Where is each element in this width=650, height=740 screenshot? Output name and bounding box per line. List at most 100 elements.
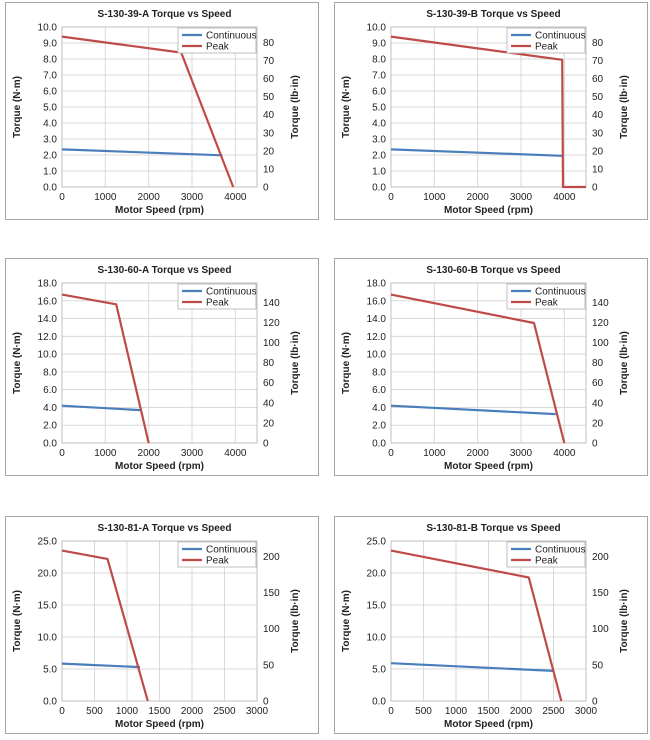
y2-tick-label: 0 [592,697,598,708]
legend-box [506,283,586,310]
y2-axis-label: Torque (lb·in) [619,75,630,139]
chart-panel-s-130-81-a: S-130-81-A Torque vs Speed 0.0 5.0 10.0 15.0… [5,516,319,734]
x-tick-label: 2000 [467,192,490,203]
y-tick-label: 6.0 [372,385,386,396]
chart-title: S-130-60-B Torque vs Speed [426,265,560,276]
chart-title: S-130-39-B Torque vs Speed [426,9,560,20]
y-tick-label: 25.0 [367,537,387,548]
y2-tick-label: 60 [592,378,604,389]
y2-tick-label: 80 [592,38,604,49]
y-tick-label: 4.0 [43,403,57,414]
series-line-peak [390,293,566,444]
y-axis-label: Torque (N·m) [12,590,23,652]
x-tick-label: 2000 [181,706,204,717]
x-tick-label: 4000 [224,192,247,203]
y-tick-label: 4.0 [372,119,386,130]
legend-box [177,541,257,568]
y-tick-label: 15.0 [367,601,387,612]
y-tick-label: 14.0 [367,314,387,325]
chart-svg: S-130-39-B Torque vs Speed 0.0 1.0 2.0 3.0 4.… [341,9,630,216]
x-tick-label: 3000 [510,192,533,203]
chart-panel-s-130-39-a: S-130-39-A Torque vs Speed 0.0 1.0 2.0 3.0 4.… [5,2,319,220]
series-line-peak [390,549,563,702]
chart-panel-s-130-60-b: S-130-60-B Torque vs Speed 0.0 2.0 4.0 6.0 8.… [334,258,648,476]
x-tick-label: 2000 [138,448,161,459]
y2-tick-label: 70 [263,56,275,67]
chart-svg: S-130-81-A Torque vs Speed 0.0 5.0 10.0 15.0… [12,523,301,730]
x-tick-label: 1000 [423,192,446,203]
plot-area [61,282,258,444]
y-tick-label: 12.0 [367,332,387,343]
x-tick-label: 1000 [94,448,117,459]
series-line-continuous [390,148,563,157]
plot-area [390,282,587,444]
y2-tick-label: 0 [592,439,598,450]
y-tick-label: 7.0 [43,71,57,82]
y2-tick-label: 80 [263,358,275,369]
chart-title: S-130-81-B Torque vs Speed [426,523,560,534]
y2-axis-label: Torque (lb·in) [619,589,630,653]
y-tick-label: 16.0 [367,296,387,307]
y2-tick-label: 120 [263,318,280,329]
x-axis-label: Motor Speed (rpm) [444,719,533,730]
y-tick-label: 0.0 [43,183,57,194]
y-tick-label: 1.0 [43,167,57,178]
legend-box [177,283,257,310]
y-tick-label: 4.0 [43,119,57,130]
y2-axis-label: Torque (lb·in) [290,75,301,139]
y-tick-label: 0.0 [372,439,386,450]
y-tick-label: 6.0 [372,87,386,98]
plot-area [61,540,258,702]
y-tick-label: 1.0 [372,167,386,178]
legend-label-peak: Peak [206,298,230,309]
chart-svg: S-130-60-A Torque vs Speed 0.0 2.0 4.0 6.0 8.… [12,265,301,472]
x-tick-label: 3000 [181,448,204,459]
y-tick-label: 8.0 [43,55,57,66]
x-axis-label: Motor Speed (rpm) [115,461,204,472]
y-tick-label: 10.0 [38,633,58,644]
legend-label-peak: Peak [535,42,559,53]
y-tick-label: 10.0 [367,23,387,34]
chart-svg: S-130-60-B Torque vs Speed 0.0 2.0 4.0 6.0 8.… [341,265,630,472]
y2-tick-label: 0 [263,183,269,194]
y2-tick-label: 0 [263,697,269,708]
y-tick-label: 2.0 [43,151,57,162]
y2-tick-label: 50 [592,660,604,671]
y-tick-label: 9.0 [372,39,386,50]
x-tick-label: 3000 [575,706,598,717]
y-tick-label: 8.0 [372,55,386,66]
chart-svg: S-130-39-A Torque vs Speed 0.0 1.0 2.0 3.0 4.… [12,9,301,216]
y-tick-label: 6.0 [43,385,57,396]
y-axis-label: Torque (N·m) [12,76,23,138]
plot-area [390,540,587,702]
legend-box [177,27,257,54]
y2-tick-label: 30 [263,128,275,139]
y-tick-label: 0.0 [372,183,386,194]
y2-tick-label: 20 [263,146,275,157]
y2-tick-label: 50 [263,660,275,671]
x-tick-label: 4000 [553,192,576,203]
legend-label-continuous: Continuous [535,31,586,42]
y2-tick-label: 20 [592,146,604,157]
series-line-continuous [390,662,554,672]
y-tick-label: 16.0 [38,296,58,307]
legend-label-continuous: Continuous [206,287,257,298]
y2-tick-label: 140 [263,298,280,309]
y2-tick-label: 60 [263,378,275,389]
y2-tick-label: 20 [263,418,275,429]
x-tick-label: 4000 [553,448,576,459]
y-tick-label: 20.0 [367,569,387,580]
y2-tick-label: 150 [263,588,280,599]
y2-tick-label: 0 [592,183,598,194]
x-tick-label: 0 [59,448,65,459]
y-tick-label: 6.0 [43,87,57,98]
y-tick-label: 15.0 [38,601,58,612]
chart-title: S-130-60-A Torque vs Speed [98,265,232,276]
series-line-peak [61,549,149,702]
y2-tick-label: 140 [592,298,609,309]
series-line-peak [61,293,150,444]
y2-tick-label: 70 [592,56,604,67]
y-axis-label: Torque (N·m) [341,76,352,138]
y-tick-label: 10.0 [38,350,58,361]
legend-label-continuous: Continuous [206,545,257,556]
